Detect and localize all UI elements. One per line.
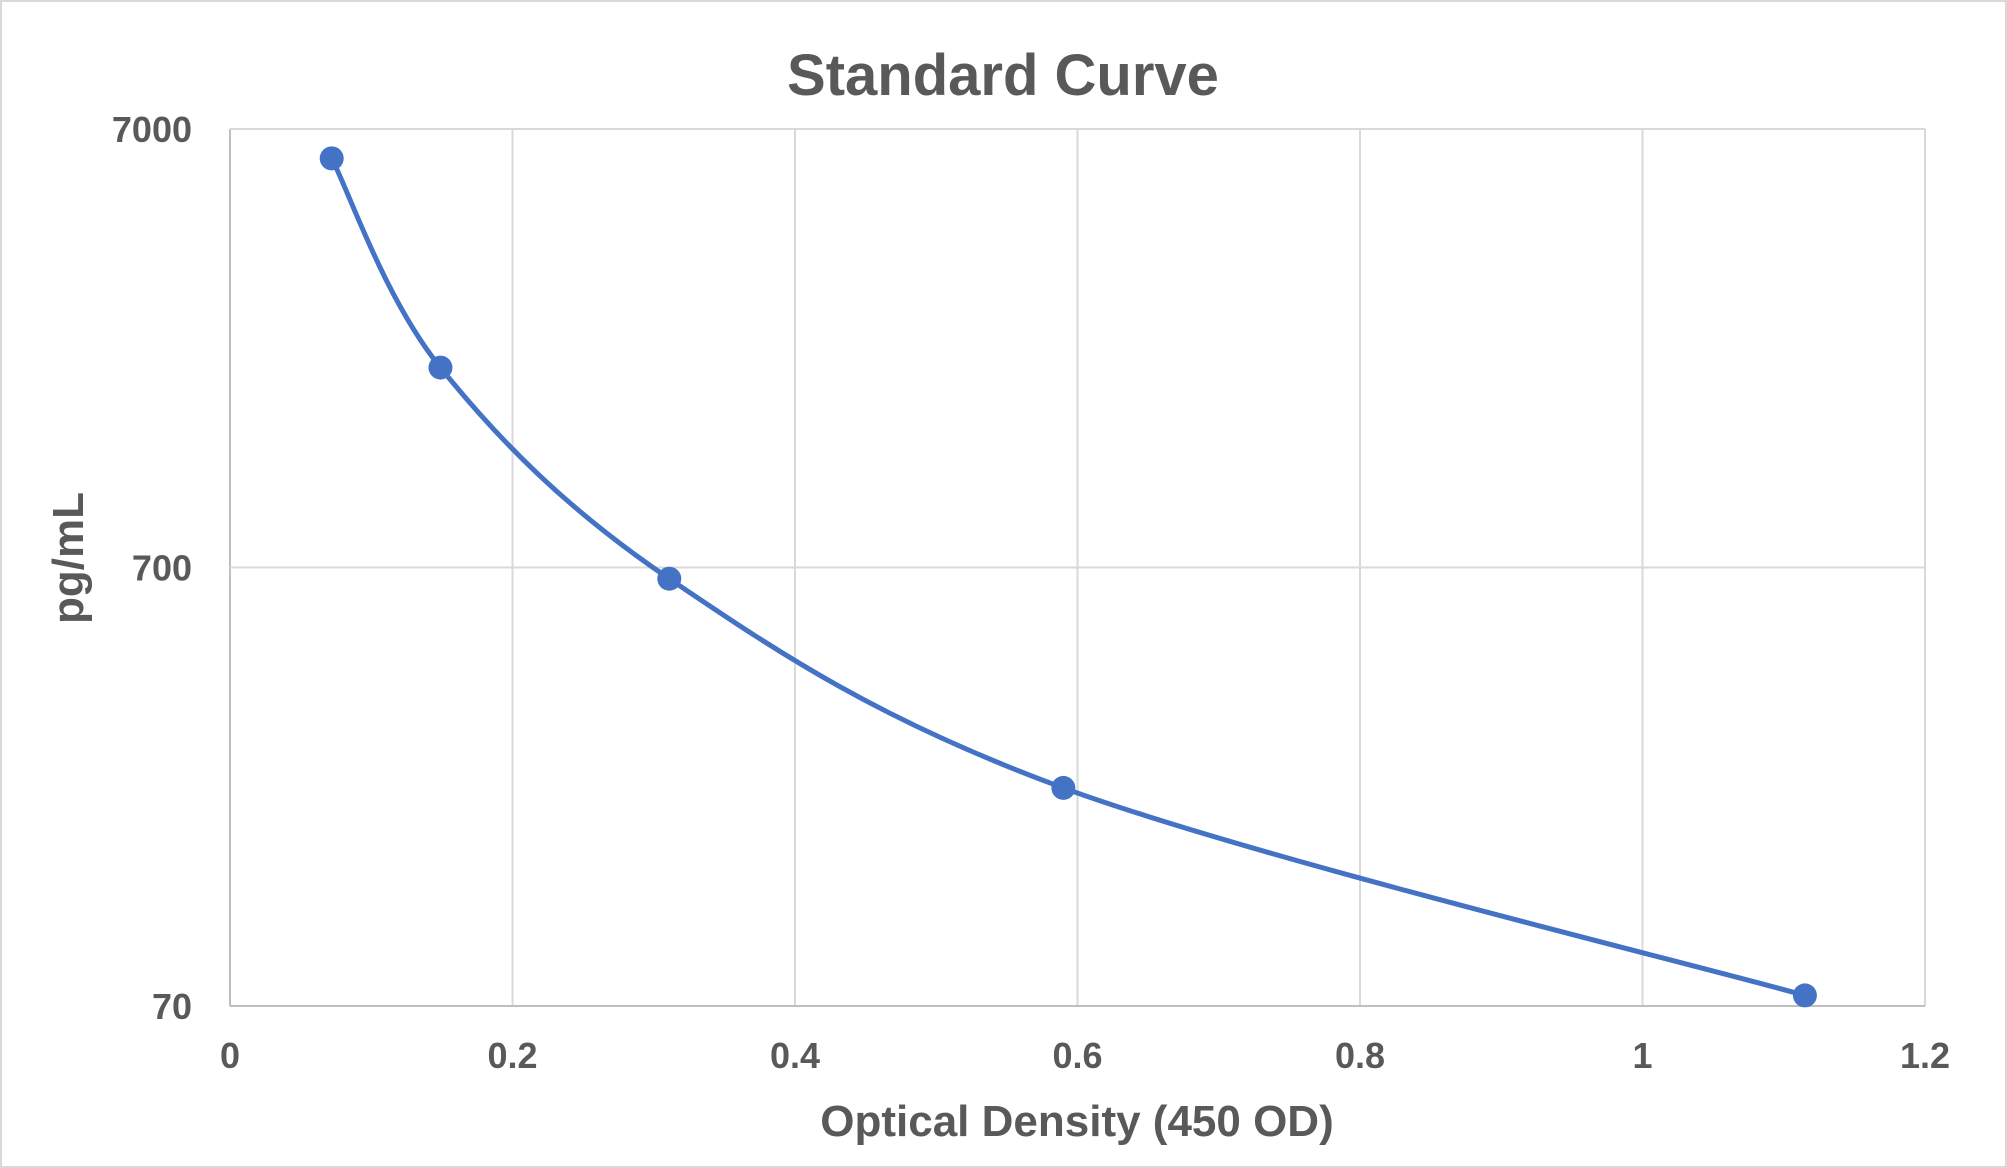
data-point (319, 146, 344, 171)
y-axis-title: pg/mL (44, 492, 93, 624)
data-point (428, 355, 453, 380)
x-tick-label: 0.8 (1335, 1035, 1385, 1076)
data-point (657, 566, 682, 591)
y-tick-label: 700 (132, 548, 192, 589)
x-axis-title: Optical Density (450 OD) (820, 1097, 1333, 1146)
y-tick-label: 70 (152, 986, 192, 1027)
tick-layer: 0 0.2 0.4 0.6 0.8 1 1.2 70 700 7000 (112, 109, 1950, 1076)
y-tick-label: 7000 (112, 109, 192, 150)
x-tick-label: 0 (220, 1035, 240, 1076)
grid-layer (229, 128, 1926, 1007)
x-tick-label: 0.2 (487, 1035, 537, 1076)
x-tick-label: 0.4 (770, 1035, 820, 1076)
series-line (329, 157, 1806, 998)
x-tick-label: 1 (1632, 1035, 1652, 1076)
data-point (1792, 983, 1817, 1008)
x-tick-label: 0.6 (1052, 1035, 1102, 1076)
series-layer (319, 146, 1817, 1008)
data-point (1051, 775, 1076, 800)
chart-title: Standard Curve (787, 43, 1219, 108)
x-tick-label: 1.2 (1900, 1035, 1950, 1076)
